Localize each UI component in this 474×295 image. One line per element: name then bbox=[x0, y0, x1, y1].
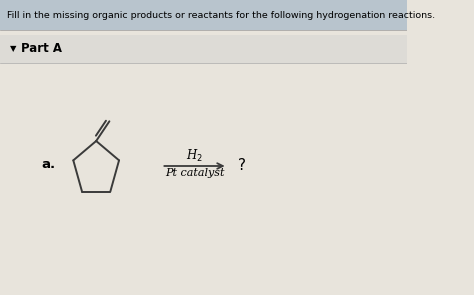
Text: H$_2$: H$_2$ bbox=[186, 148, 203, 164]
Text: Fill in the missing organic products or reactants for the following hydrogenatio: Fill in the missing organic products or … bbox=[7, 11, 435, 19]
Text: ?: ? bbox=[238, 158, 246, 173]
Bar bbox=[0, 0, 407, 30]
Text: Part A: Part A bbox=[20, 42, 62, 55]
Bar bbox=[0, 35, 407, 63]
Text: ▼: ▼ bbox=[10, 45, 17, 53]
Text: a.: a. bbox=[41, 158, 55, 171]
Text: Pt catalyst: Pt catalyst bbox=[165, 168, 224, 178]
